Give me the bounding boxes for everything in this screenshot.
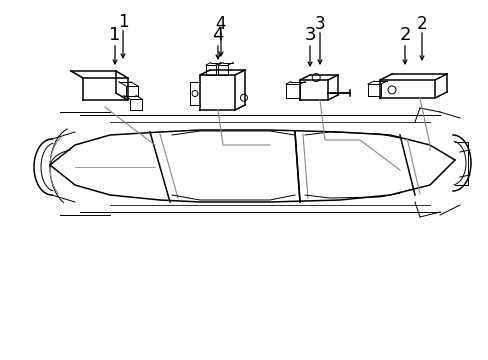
Text: 3: 3 — [314, 15, 325, 33]
Text: 1: 1 — [109, 26, 121, 44]
Text: 2: 2 — [416, 15, 427, 33]
Text: 3: 3 — [304, 26, 315, 44]
Text: 4: 4 — [215, 15, 226, 33]
Text: 2: 2 — [398, 26, 410, 44]
Text: 4: 4 — [212, 26, 224, 44]
Text: 1: 1 — [118, 13, 128, 31]
